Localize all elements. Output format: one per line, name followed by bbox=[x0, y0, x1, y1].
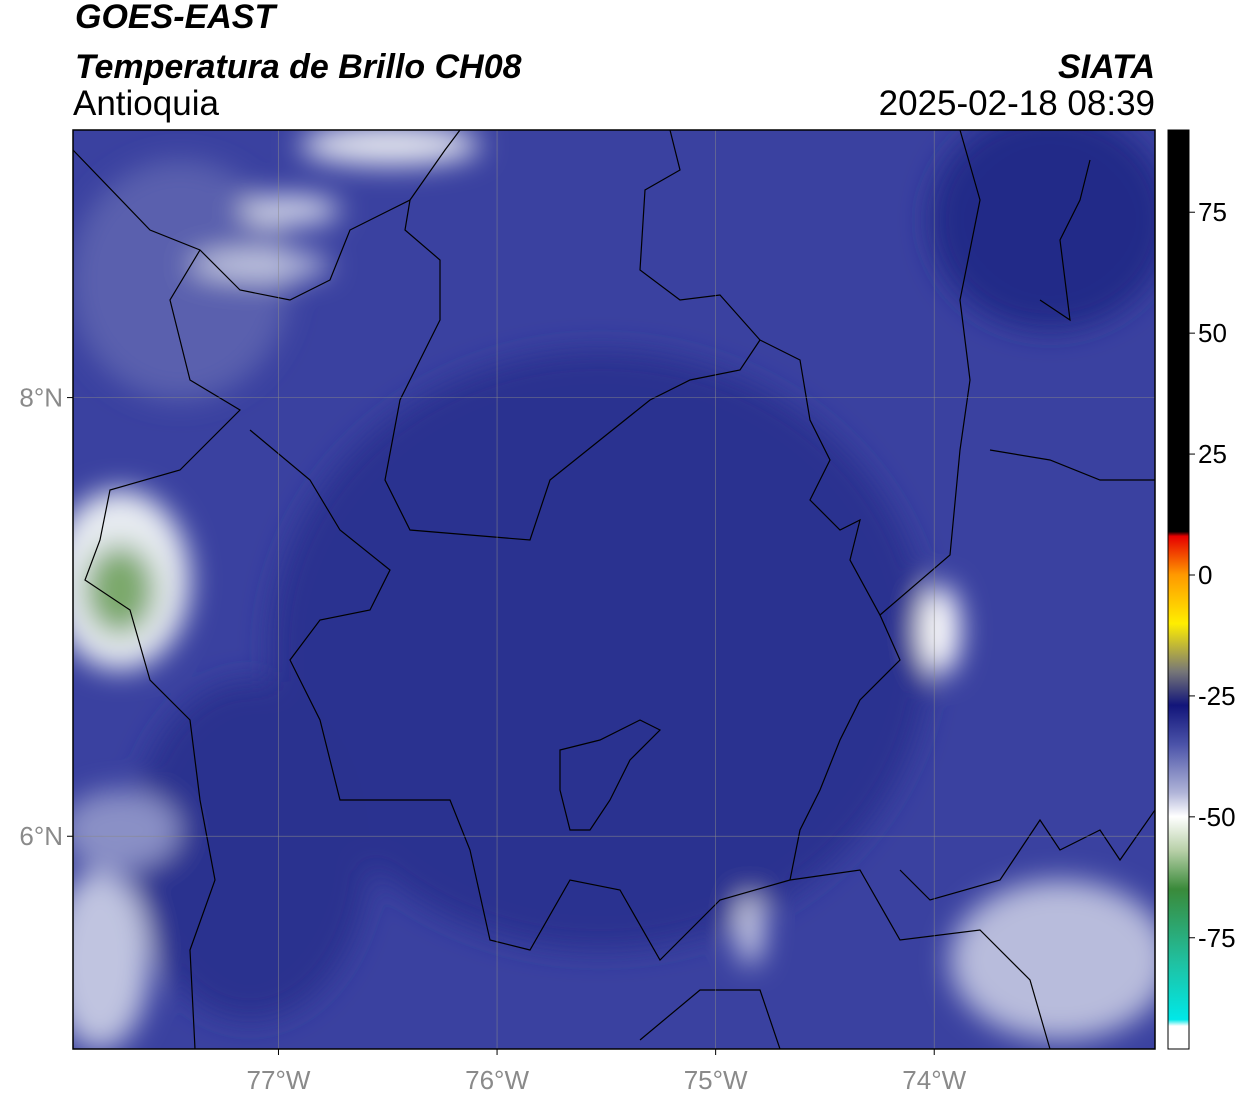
colorbar-tick-label: 25 bbox=[1198, 439, 1227, 469]
x-tick-label: 74°W bbox=[902, 1065, 966, 1095]
colorbar-tick-label: 50 bbox=[1198, 318, 1227, 348]
subtitle: Temperatura de Brillo CH08 bbox=[75, 48, 522, 86]
title: GOES-EAST bbox=[75, 0, 278, 36]
source: SIATA bbox=[1058, 48, 1155, 86]
x-tick-label: 75°W bbox=[684, 1065, 748, 1095]
colorbar-tick-label: -25 bbox=[1198, 681, 1236, 711]
datetime: 2025-02-18 08:39 bbox=[879, 84, 1155, 123]
colorbar-tick-label: 75 bbox=[1198, 197, 1227, 227]
x-tick-label: 77°W bbox=[247, 1065, 311, 1095]
borders bbox=[73, 130, 1155, 1049]
y-tick-label: 8°N bbox=[19, 383, 63, 413]
y-tick-label: 6°N bbox=[19, 821, 63, 851]
satellite-image bbox=[73, 130, 1155, 1049]
colorbar-tick-label: -50 bbox=[1198, 802, 1236, 832]
region: Antioquia bbox=[73, 84, 219, 123]
colorbar bbox=[1167, 129, 1190, 1050]
colorbar-tick-label: -75 bbox=[1198, 923, 1236, 953]
map-frame bbox=[72, 129, 1156, 1050]
x-tick-label: 76°W bbox=[465, 1065, 529, 1095]
grid bbox=[73, 130, 1155, 1049]
colorbar-tick-label: 0 bbox=[1198, 560, 1212, 590]
